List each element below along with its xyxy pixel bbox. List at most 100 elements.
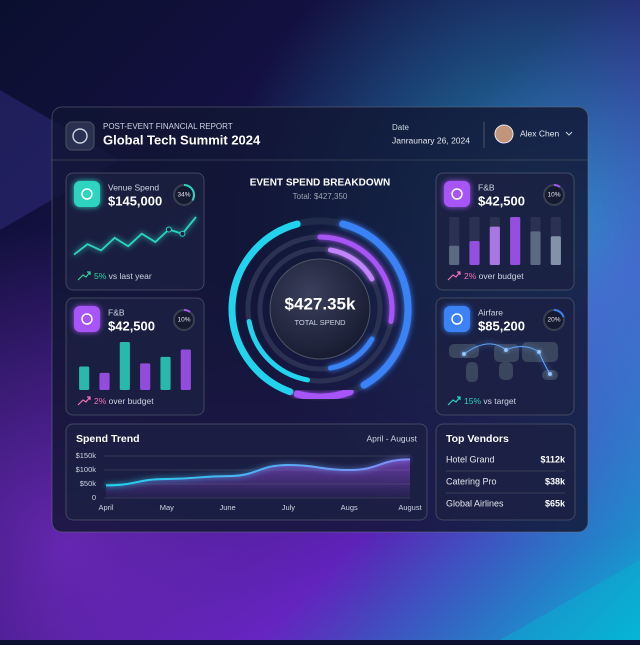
flight-route [463,343,551,375]
user-name[interactable]: Alex Chen [520,128,559,138]
card-icon [444,306,470,332]
x-tick-label: Augs [341,503,358,512]
vendor-name: Hotel Grand [446,454,495,464]
trend-range: April - August [366,433,417,443]
report-title: Global Tech Summit 2024 [103,132,261,147]
sparkline [73,216,197,256]
x-tick-label: August [398,503,422,512]
vendor-name: Catering Pro [446,476,497,486]
trend-arrow [447,396,461,406]
trend-text: 2% over budget [94,396,154,406]
card-label: F&B [478,182,495,192]
card-value: $42,500 [108,318,155,333]
bar [489,226,500,265]
trend-value: 5% [94,271,107,281]
vendor-amount: $38k [545,476,566,486]
breakdown-total: Total: $427,350 [293,192,348,201]
donut-ring [228,220,301,396]
total-value: $427.35k [285,294,356,313]
bar [449,245,460,265]
donut-ring [327,336,375,371]
y-tick-label: $100k [76,465,97,474]
badge-arc [173,184,195,206]
map-city [462,352,466,356]
trend-text: 5% vs last year [94,271,152,281]
breakdown-title: EVENT SPEND BREAKDOWN [250,178,391,189]
date: Janraunary 26, 2024 [392,135,470,145]
bar [119,342,130,390]
metric-card [65,172,205,291]
badge-label: 10% [547,192,560,199]
map-land [499,362,513,380]
trend-value: 2% [94,396,107,406]
card-label: Airfare [478,307,503,317]
trend-value: 15% [464,396,481,406]
report-subtitle: POST-EVENT FINANCIAL REPORT [103,122,233,131]
trend-area [106,459,410,498]
card-icon [444,181,470,207]
donut-ring [339,220,412,389]
trend-caption: vs target [483,396,516,406]
date-label: Date [392,123,409,132]
globe-icon [72,128,88,144]
y-tick-label: $50k [80,479,97,488]
user-menu-chevron[interactable] [565,131,573,136]
vendor-amount: $65k [545,498,566,508]
sparkline-dot [179,230,186,237]
trend-text: 15% vs target [464,396,517,406]
bar [79,366,90,390]
badge-label: 34% [177,192,190,199]
y-tick-label: $150k [76,451,97,460]
avatar[interactable] [494,124,514,144]
vendor-amount: $112k [540,454,566,464]
decor-shape [500,560,640,640]
trend-value: 2% [464,271,477,281]
trend-arrow [447,271,461,281]
vendors-card [435,423,576,521]
bar [99,372,110,390]
trend-caption: vs last year [109,271,152,281]
bar [530,231,541,265]
donut-ring [293,388,354,401]
donut [228,217,412,401]
vendor-name: Global Airlines [446,498,504,508]
donut-ring [327,247,375,282]
card-value: $85,200 [478,318,525,333]
map-land [494,344,519,362]
map-city [504,348,508,352]
x-tick-label: April [98,503,113,512]
map-city [537,350,541,354]
card-label: Venue Spend [108,182,159,192]
bar [140,363,151,390]
card-value: $42,500 [478,193,525,208]
badge-arc [173,309,195,331]
trend-text: 2% over budget [464,271,524,281]
x-tick-label: July [282,503,296,512]
card-icon-glyph [451,313,463,325]
x-tick-label: May [160,503,174,512]
map-city [548,372,552,376]
card-icon-glyph [81,188,93,200]
map-land [466,362,478,382]
badge-arc [543,309,565,331]
card-icon-glyph [451,188,463,200]
bar [469,241,480,265]
trend-title: Spend Trend [76,433,140,445]
y-tick-label: 0 [92,493,96,502]
trend-caption: over budget [109,396,155,406]
card-label: F&B [108,307,125,317]
sparkline-dot [165,226,172,233]
vendors-title: Top Vendors [446,433,509,445]
bar [160,356,171,390]
trend-line [105,458,411,487]
bar [180,349,191,390]
x-tick-label: June [219,503,235,512]
card-icon-glyph [81,313,93,325]
donut-ring [317,234,395,325]
card-value: $145,000 [108,193,162,208]
donut-hub [269,258,371,360]
trend-arrow [77,396,91,406]
logo [65,121,95,151]
card-icon [74,181,100,207]
card-icon [74,306,100,332]
